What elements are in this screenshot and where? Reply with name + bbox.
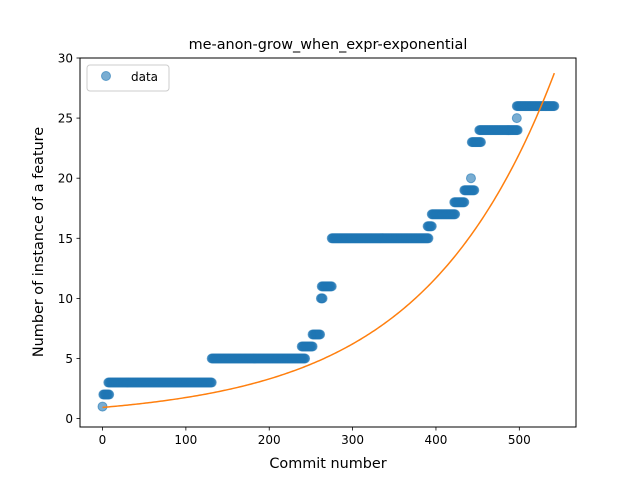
data-point — [459, 197, 470, 208]
y-axis: 0 5 10 15 20 25 30 — [58, 52, 80, 426]
data-point — [206, 377, 217, 388]
plot-area — [97, 72, 560, 412]
data-point — [423, 233, 434, 244]
x-tick-label: 100 — [174, 433, 197, 447]
data-point — [549, 101, 560, 112]
data-point — [450, 209, 461, 220]
x-tick-label: 400 — [424, 433, 447, 447]
data-point — [511, 113, 522, 124]
y-axis-label: Number of instance of a feature — [31, 127, 47, 357]
y-tick-label: 15 — [58, 232, 73, 246]
fit-line — [102, 72, 556, 409]
x-tick-label: 500 — [508, 433, 531, 447]
plot-frame — [79, 57, 577, 428]
data-point — [475, 137, 486, 148]
data-point — [512, 125, 523, 136]
y-tick-label: 20 — [58, 172, 73, 186]
data-point — [104, 389, 115, 400]
y-tick-label: 5 — [65, 352, 73, 366]
y-tick-label: 30 — [58, 52, 73, 66]
legend: data — [86, 64, 170, 92]
data-point — [326, 281, 337, 292]
legend-marker-data — [101, 71, 111, 81]
x-tick-label: 300 — [341, 433, 364, 447]
data-point — [426, 221, 437, 232]
data-point — [300, 353, 311, 364]
legend-label-data: data — [131, 70, 158, 84]
x-tick-label: 200 — [258, 433, 281, 447]
chart-title: me-anon-grow_when_expr-exponential — [189, 37, 468, 53]
x-axis: 0 100 200 300 400 500 — [99, 427, 531, 447]
data-point — [469, 185, 480, 196]
y-tick-label: 25 — [58, 112, 73, 126]
data-point — [317, 293, 328, 304]
data-point — [315, 329, 326, 340]
x-axis-label: Commit number — [269, 456, 386, 472]
x-tick-label: 0 — [99, 433, 107, 447]
y-tick-label: 10 — [58, 292, 73, 306]
y-tick-label: 0 — [65, 412, 73, 426]
data-point — [307, 341, 318, 352]
data-point — [465, 173, 476, 184]
